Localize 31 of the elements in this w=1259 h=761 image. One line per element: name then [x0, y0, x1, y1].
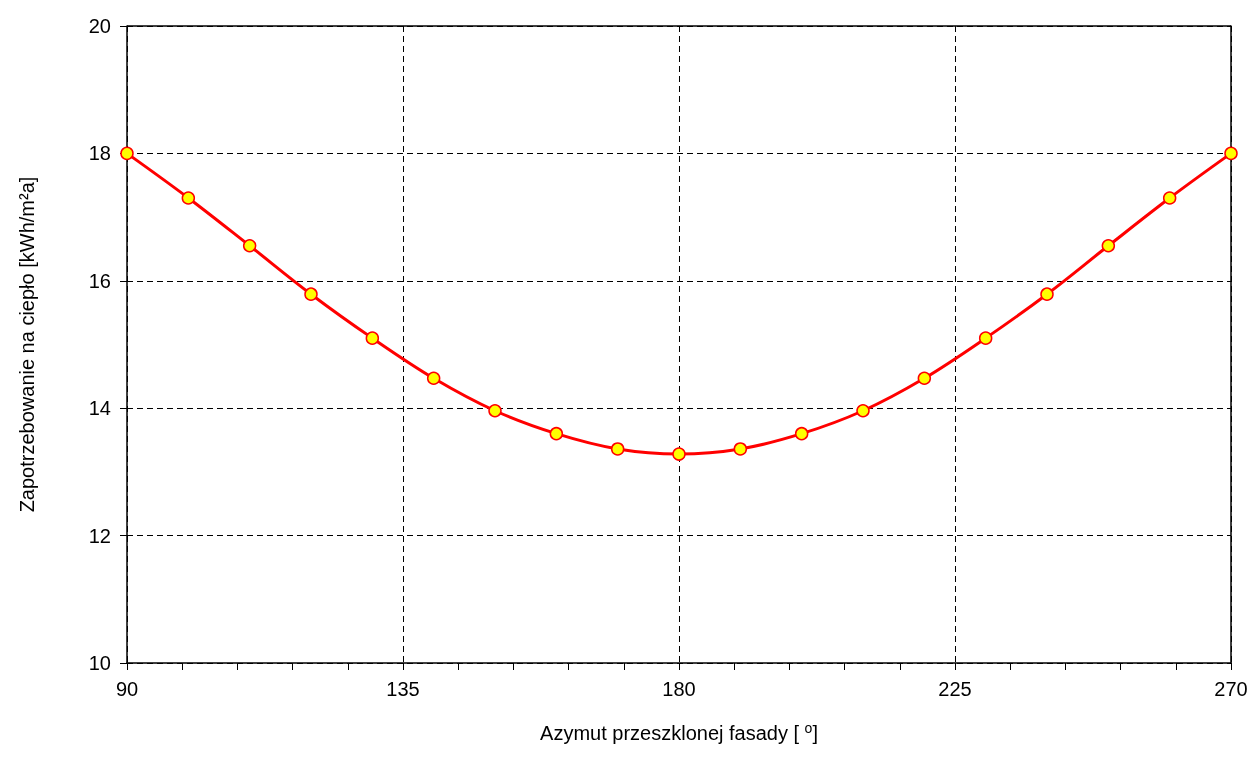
- point: [978, 331, 993, 345]
- point: [917, 371, 932, 386]
- point: [488, 404, 502, 418]
- x-tick-label: 135: [386, 678, 420, 700]
- y-axis-title: Zapotrzebowanie na ciepło [kWh/m²a]: [16, 176, 38, 513]
- y-tick-label: 12: [88, 524, 111, 547]
- point: [856, 404, 870, 418]
- point: [242, 239, 257, 253]
- x-tick-label: 225: [938, 678, 972, 700]
- point: [304, 287, 318, 301]
- point: [1224, 146, 1238, 161]
- point: [549, 426, 564, 441]
- x-tick-label: 180: [662, 678, 696, 700]
- x-tick-label: 270: [1214, 678, 1248, 700]
- point: [1162, 191, 1177, 205]
- y-tick-label: 16: [88, 269, 111, 292]
- point: [1040, 287, 1054, 301]
- point: [120, 146, 134, 161]
- x-tick-label: 90: [115, 678, 139, 700]
- point: [610, 442, 625, 456]
- y-tick-label: 10: [88, 652, 111, 674]
- point: [1101, 239, 1116, 253]
- y-tick-label: 18: [88, 142, 111, 165]
- y-tick-label: 20: [88, 15, 111, 37]
- y-tick-label: 14: [88, 397, 111, 420]
- point: [672, 447, 686, 461]
- point: [794, 426, 809, 441]
- point: [426, 371, 441, 386]
- point: [365, 331, 380, 345]
- point: [181, 191, 196, 205]
- point: [733, 442, 748, 456]
